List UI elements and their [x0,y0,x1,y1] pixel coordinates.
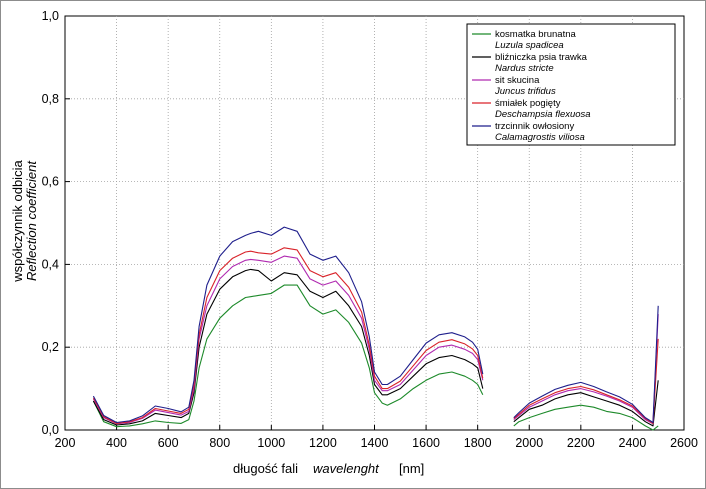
x-tick-label: 1800 [464,436,492,450]
y-tick-label: 0,0 [42,423,59,437]
x-tick-labels: 200 400 600 800 1000 1200 1400 1600 1800 2000 2200… [55,436,698,450]
legend-label: bliźniczka psia trawka [495,52,588,63]
y-tick-label: 0,8 [42,92,59,106]
legend-label: śmiałek pogięty [495,98,561,109]
legend-label: trzcinnik owłosiony [495,121,574,132]
tick-marks [64,15,685,431]
legend-label-latin: Nardus stricte [495,63,554,74]
x-tick-label: 400 [106,436,127,450]
series-line-1 [92,284,484,428]
legend-label-latin: Deschampsia flexuosa [495,109,591,120]
legend-label: kosmatka brunatna [495,29,577,40]
legend-label-latin: Calamagrostis viliosa [495,132,585,143]
series-line-3 [513,314,659,425]
series-line-2 [92,268,484,426]
x-tick-label: 2200 [567,436,595,450]
series-line-5 [92,226,484,424]
y-tick-label: 0,4 [42,257,59,271]
x-tick-label: 200 [55,436,76,450]
series-line-5 [513,305,659,424]
series-line-2 [513,380,659,427]
x-tick-label: 1000 [257,436,285,450]
series-line-4 [92,247,484,424]
series-line-1 [513,404,659,431]
data-series [92,226,659,431]
y-tick-label: 1,0 [42,9,59,23]
x-tick-label: 2600 [670,436,698,450]
series-line-3 [92,255,484,425]
legend-label-latin: Luzula spadicea [495,40,564,51]
x-axis-label: długość fali [233,461,298,476]
y-axis-label: współczynnik odbicia [10,160,25,283]
y-tick-labels: 0,0 0,2 0,4 0,6 0,8 1,0 [42,9,59,437]
x-tick-label: 2400 [619,436,647,450]
x-tick-label: 2000 [515,436,543,450]
legend-label: sit skucina [495,75,540,86]
legend-box [466,23,676,146]
x-tick-label: 600 [158,436,179,450]
x-axis-label-en: wavelenght [313,461,380,476]
legend-label-latin: Juncus trifidus [494,86,556,97]
x-tick-label: 1200 [309,436,337,450]
y-tick-label: 0,6 [42,175,59,189]
y-axis-label-en: Reflection coefficient [24,160,39,281]
y-tick-label: 0,2 [42,340,59,354]
x-tick-label: 800 [209,436,230,450]
x-axis-unit: [nm] [399,461,424,476]
x-tick-label: 1600 [412,436,440,450]
x-tick-label: 1400 [361,436,389,450]
series-line-4 [513,338,659,424]
